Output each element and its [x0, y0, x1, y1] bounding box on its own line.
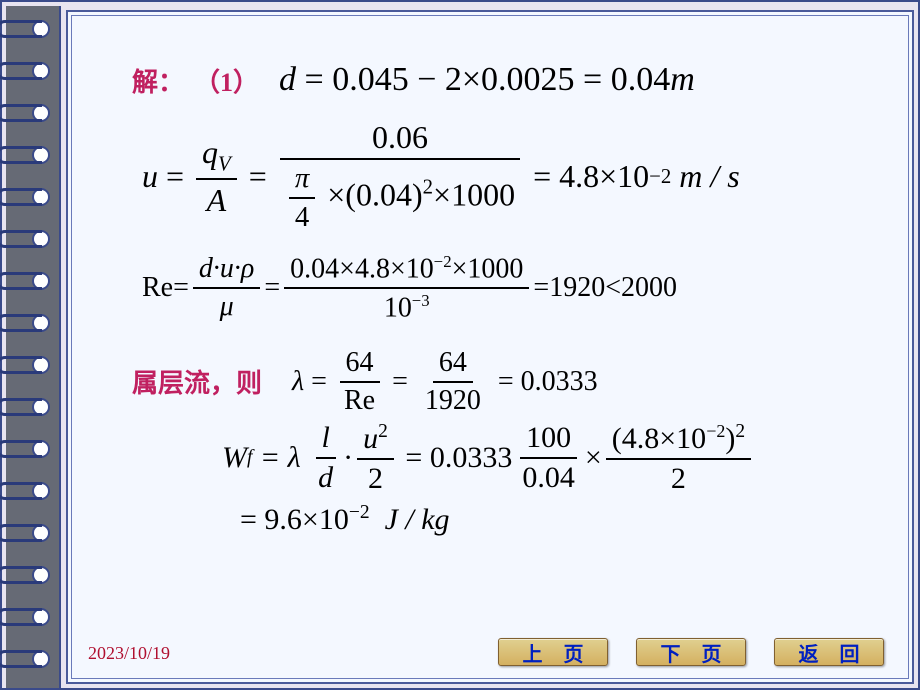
eq5-n2b: ): [725, 422, 735, 455]
eq5-n2sq: 2: [735, 421, 745, 442]
eq5-u: u: [363, 422, 378, 455]
spiral-ring: [0, 314, 42, 332]
spiral-ring: [0, 524, 42, 542]
spiral-ring: [0, 356, 42, 374]
spiral-ring: [0, 482, 42, 500]
eq2-A: A: [201, 180, 233, 219]
eq2-num: 0.06: [280, 119, 520, 160]
eq3-den: μ: [214, 289, 240, 323]
eq1-rhs: = 0.045 − 2×0.0025 = 0.04: [305, 61, 671, 98]
eq6-unit: J / kg: [377, 503, 449, 536]
eq2-thousand: ×1000: [433, 176, 515, 212]
nav-buttons: 上 页 下 页 返 回: [498, 638, 884, 666]
spiral-ring: [0, 566, 42, 584]
eq4-n2: 64: [433, 347, 473, 383]
spiral-binding: [6, 6, 61, 688]
eq5-n2a: (4.8×10: [612, 422, 706, 455]
spiral-ring: [0, 272, 42, 290]
eq6-result: = 9.6×10: [240, 503, 349, 536]
eq5-times: ×: [585, 441, 602, 475]
spiral-ring: [0, 230, 42, 248]
spiral-ring: [0, 650, 42, 668]
eq5-d1: 0.04: [516, 459, 581, 495]
eq5-coef: = 0.0333: [405, 441, 512, 475]
equation-1: 解： （1） d = 0.045 − 2×0.0025 = 0.04m: [132, 61, 888, 99]
eq5-uexp: 2: [378, 421, 388, 442]
equation-3: Re = d·u·ρ μ = 0.04×4.8×10−2×1000 10−3 =…: [142, 252, 888, 325]
eq3-num2b: ×1000: [452, 253, 524, 284]
eq3-den2: 10: [384, 293, 412, 324]
slide-frame: 解： （1） d = 0.045 − 2×0.0025 = 0.04m u = …: [0, 0, 920, 690]
eq5-Wf: W: [222, 441, 247, 475]
spiral-ring: [0, 440, 42, 458]
label-solve: 解：: [132, 62, 184, 99]
eq3-result: =1920<2000: [533, 272, 677, 304]
equation-2: u = qV A = 0.06 π 4 ×(0.04)2×1000: [142, 119, 888, 234]
eq5-d2: 2: [665, 460, 692, 496]
eq4-lambda: λ: [292, 366, 304, 398]
eq3-num2exp: −2: [434, 252, 452, 271]
content-inner: 解： （1） d = 0.045 − 2×0.0025 = 0.04m u = …: [71, 15, 909, 679]
eq4-d1: Re: [338, 383, 381, 417]
eq2-u: u: [142, 158, 158, 195]
eq4-result: = 0.0333: [498, 366, 598, 398]
eq2-qv: q: [202, 134, 218, 170]
eq6-exp: −2: [349, 502, 370, 523]
eq3-Re: Re: [142, 272, 173, 304]
slide-date: 2023/10/19: [88, 643, 170, 664]
equation-4-row: 属层流，则 λ = 64 Re = 64 1920 = 0.0333: [132, 347, 888, 417]
spiral-ring: [0, 188, 42, 206]
eq2-result: = 4.8×10: [533, 158, 649, 195]
eq3-num2: 0.04×4.8×10: [290, 253, 434, 284]
eq2-d2exp: 2: [423, 176, 433, 199]
eq5-l: l: [316, 421, 336, 459]
label-laminar: 属层流，则: [132, 363, 262, 400]
prev-page-button[interactable]: 上 页: [498, 638, 608, 666]
spiral-ring: [0, 146, 42, 164]
equation-5: Wf = λ l d · u2 2 = 0.0333 100 0.04: [222, 421, 888, 496]
eq1-lhs: d: [279, 61, 296, 98]
eq1-unit: m: [670, 61, 695, 98]
spiral-ring: [0, 104, 42, 122]
eq4-n1: 64: [340, 347, 380, 383]
spiral-ring: [0, 20, 42, 38]
eq2-qv-sub: V: [218, 152, 231, 175]
back-button[interactable]: 返 回: [774, 638, 884, 666]
spiral-ring: [0, 398, 42, 416]
eq3-num: d·u·ρ: [193, 253, 260, 289]
eq2-unit: m / s: [671, 158, 739, 195]
eq5-two: 2: [362, 460, 389, 496]
spiral-ring: [0, 62, 42, 80]
eq5-d: d: [312, 459, 339, 495]
content-panel: 解： （1） d = 0.045 − 2×0.0025 = 0.04m u = …: [66, 10, 914, 684]
eq3-den2exp: −3: [412, 291, 430, 310]
eq5-n2exp: −2: [706, 421, 725, 441]
eq2-exp: −2: [649, 165, 671, 189]
eq4-d2: 1920: [419, 383, 487, 417]
eq5-n1: 100: [520, 421, 577, 459]
eq2-d2: ×(0.04): [327, 176, 422, 212]
spiral-ring: [0, 608, 42, 626]
equation-6: = 9.6×10−2 J / kg: [240, 502, 888, 537]
eq5-lambda: = λ: [260, 441, 301, 475]
label-part-1: （1）: [194, 62, 259, 99]
eq2-pi: π: [289, 162, 315, 199]
eq2-four: 4: [289, 199, 315, 234]
next-page-button[interactable]: 下 页: [636, 638, 746, 666]
